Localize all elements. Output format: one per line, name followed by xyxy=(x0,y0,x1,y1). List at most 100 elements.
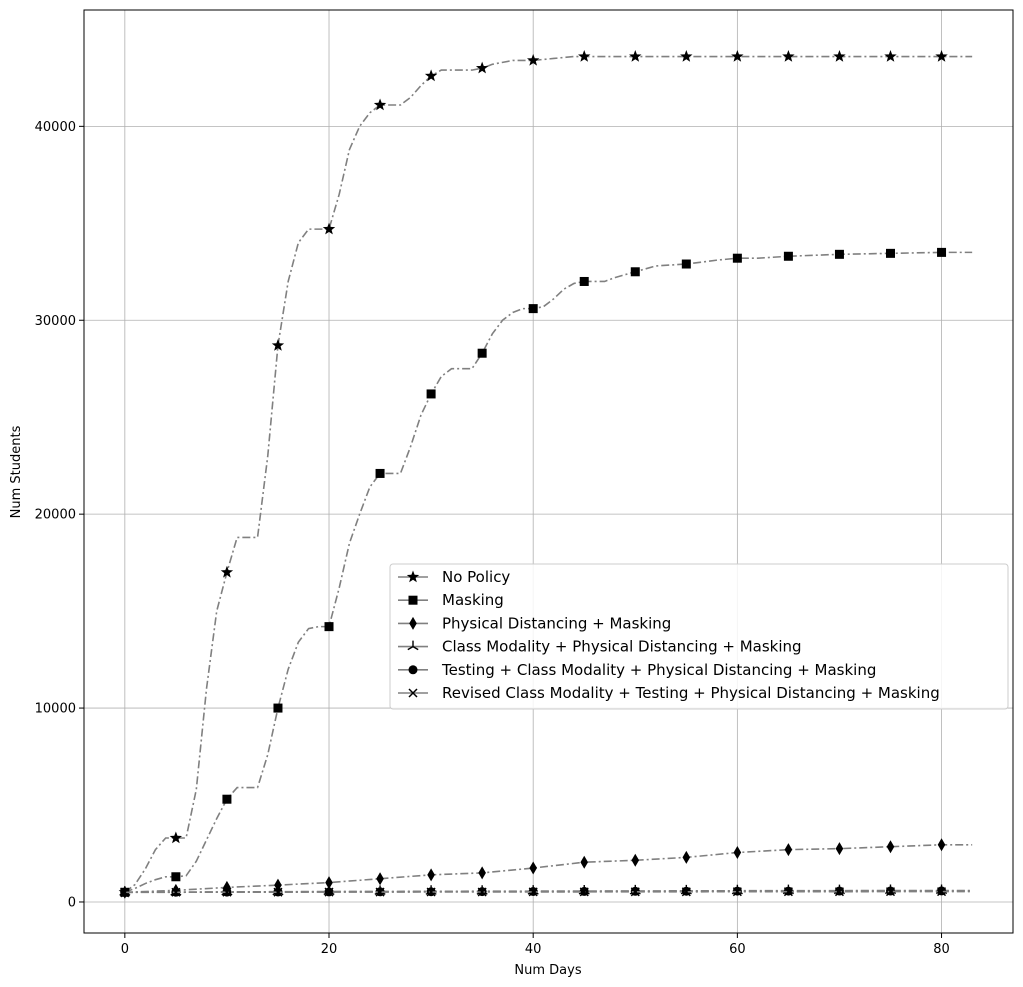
data-point xyxy=(680,50,693,62)
x-tick-label: 60 xyxy=(729,942,746,957)
data-point xyxy=(273,887,283,897)
data-point xyxy=(681,887,691,897)
legend-label: Testing + Class Modality + Physical Dist… xyxy=(441,661,876,679)
data-point xyxy=(732,887,742,897)
legend-entry: Class Modality + Physical Distancing + M… xyxy=(398,638,802,656)
data-point xyxy=(477,348,487,358)
data-point xyxy=(630,887,640,897)
data-point xyxy=(478,866,486,880)
data-point xyxy=(527,53,540,66)
legend-entry: No Policy xyxy=(398,568,510,586)
data-point xyxy=(783,251,793,261)
x-tick-label: 0 xyxy=(121,942,129,957)
data-point xyxy=(580,855,589,869)
data-point xyxy=(375,887,385,897)
data-point xyxy=(222,887,232,897)
data-point xyxy=(578,50,591,62)
data-point xyxy=(322,222,336,235)
data-point xyxy=(325,876,333,890)
legend-box xyxy=(389,563,1009,710)
legend-label: Revised Class Modality + Testing + Physi… xyxy=(442,684,940,702)
data-point xyxy=(324,887,334,897)
data-point xyxy=(937,247,947,257)
data-point xyxy=(220,565,234,578)
y-tick-label: 20000 xyxy=(35,508,76,523)
data-point xyxy=(424,69,438,82)
data-point xyxy=(835,842,844,856)
data-point xyxy=(376,872,384,886)
y-tick-label: 30000 xyxy=(35,314,76,329)
data-point xyxy=(579,276,589,286)
legend-label: No Policy xyxy=(442,568,510,586)
series-2 xyxy=(121,838,973,899)
legend-label: Masking xyxy=(442,591,504,609)
y-tick-label: 10000 xyxy=(35,702,76,717)
data-point xyxy=(426,887,436,897)
data-point xyxy=(833,50,846,62)
data-point xyxy=(528,304,538,314)
data-point xyxy=(886,840,895,854)
data-point xyxy=(630,267,640,277)
data-point xyxy=(273,703,283,713)
legend-marker xyxy=(408,665,418,675)
data-point xyxy=(834,249,844,259)
data-point xyxy=(529,861,537,875)
legend: No Policy Masking Physical Distancing + Ma… xyxy=(389,563,1009,710)
legend-marker xyxy=(408,688,418,698)
data-point xyxy=(171,872,181,882)
data-point xyxy=(629,50,642,62)
legend-entry: Testing + Class Modality + Physical Dist… xyxy=(398,661,876,679)
x-tick-label: 20 xyxy=(321,942,338,957)
data-point xyxy=(375,468,385,478)
y-tick-label: 40000 xyxy=(35,120,76,135)
data-point xyxy=(373,98,387,111)
legend-label: Class Modality + Physical Distancing + M… xyxy=(442,638,802,656)
data-point xyxy=(528,887,538,897)
x-tick-label: 40 xyxy=(525,942,542,957)
series-line xyxy=(124,55,973,893)
data-point xyxy=(784,843,793,857)
y-tick-label: 0 xyxy=(68,895,76,910)
x-axis: 0 20 40 60 80 xyxy=(121,933,950,957)
legend-entry: Masking xyxy=(398,591,504,609)
data-point xyxy=(682,850,691,864)
data-point xyxy=(477,887,487,897)
series-line xyxy=(124,890,973,894)
data-point xyxy=(884,50,897,62)
data-point xyxy=(324,622,334,632)
plot-area xyxy=(84,10,1013,933)
x-tick-label: 80 xyxy=(933,942,950,957)
legend-entry: Revised Class Modality + Testing + Physi… xyxy=(398,684,940,702)
data-point xyxy=(427,868,435,882)
data-point xyxy=(885,887,896,897)
series-5 xyxy=(120,887,973,897)
data-point xyxy=(579,887,589,897)
data-point xyxy=(475,61,489,74)
data-point xyxy=(120,887,130,897)
data-point xyxy=(171,887,181,897)
legend-marker xyxy=(407,640,419,651)
data-point xyxy=(426,389,436,399)
data-point xyxy=(222,794,232,804)
data-point xyxy=(935,50,948,62)
data-point xyxy=(731,50,744,62)
series-0 xyxy=(118,50,973,898)
series-layer xyxy=(118,50,973,899)
data-point xyxy=(732,253,742,263)
legend-entry: Physical Distancing + Masking xyxy=(398,614,671,632)
series-line xyxy=(124,843,973,894)
data-point xyxy=(885,248,895,258)
data-point xyxy=(937,838,946,852)
data-point xyxy=(631,853,640,867)
data-point xyxy=(937,887,947,897)
data-point xyxy=(782,50,795,62)
legend-marker xyxy=(408,595,418,605)
data-point xyxy=(834,887,844,897)
x-axis-label: Num Days xyxy=(514,963,581,978)
legend-label: Physical Distancing + Masking xyxy=(442,614,671,632)
y-axis-label: Num Students xyxy=(9,425,24,518)
legend-marker xyxy=(406,570,420,583)
data-point xyxy=(783,887,793,897)
plot-frame xyxy=(83,9,1014,934)
